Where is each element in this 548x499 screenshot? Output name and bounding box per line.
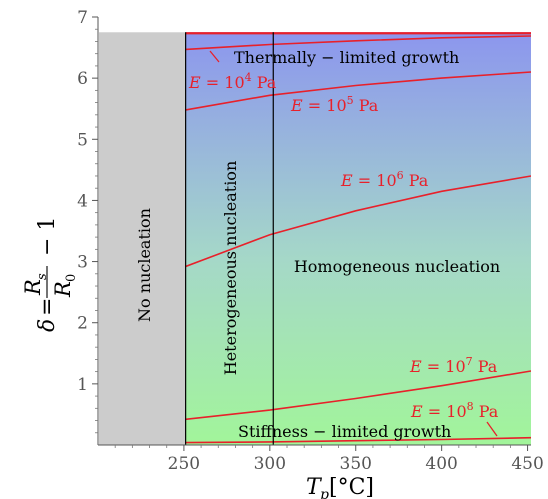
y-tick-label-6: 6 <box>77 69 88 89</box>
region-label-heterogeneous: Heterogeneous nucleation <box>221 161 240 376</box>
e-curve-7 <box>185 370 531 421</box>
y-tick-label-7: 7 <box>77 8 88 28</box>
e-curve-4 <box>185 35 531 51</box>
e-curve-label-4: E = 104 Pa <box>188 71 277 92</box>
region-label-stiffness: Stiffness − limited growth <box>238 422 451 441</box>
y-tick-label-1: 1 <box>77 375 88 395</box>
thermal-label-leader <box>209 50 220 63</box>
y-tick-label-2: 2 <box>77 314 88 334</box>
svg-text:s: s <box>35 273 50 280</box>
x-tick-label-300: 300 <box>254 454 286 474</box>
y-tick-label-5: 5 <box>77 130 88 150</box>
svg-text:0: 0 <box>64 274 79 282</box>
svg-text:− 1: − 1 <box>35 217 60 256</box>
x-axis-title: T p [°C] <box>306 475 374 499</box>
svg-text:R: R <box>21 279 45 296</box>
region-label-no-nucleation: No nucleation <box>135 208 154 322</box>
e-curve-5 <box>185 71 531 111</box>
nucleation-region <box>185 32 531 446</box>
no-nucleation-region <box>99 32 186 446</box>
e-curve-8 <box>185 436 531 444</box>
y-axis-title: δ = R s R 0 − 1 <box>21 217 79 332</box>
y-tick-label-4: 4 <box>77 191 88 211</box>
svg-text:R: R <box>51 281 75 298</box>
e-curve-6 <box>185 175 531 268</box>
svg-text:T: T <box>306 475 323 499</box>
region-label-homogeneous: Homogeneous nucleation <box>294 257 500 276</box>
x-tick-label-450: 450 <box>511 454 543 474</box>
e-curve-label-8: E = 108 Pa <box>410 400 499 421</box>
x-tick-label-350: 350 <box>340 454 372 474</box>
region-label-thermal: Thermally − limited growth <box>234 48 459 67</box>
svg-text:p: p <box>320 487 329 499</box>
x-tick-label-400: 400 <box>425 454 457 474</box>
svg-text:[°C]: [°C] <box>329 475 374 499</box>
y-tick-label-3: 3 <box>77 253 88 273</box>
e-curve-label-6: E = 106 Pa <box>340 169 429 190</box>
stiffness-label-leader <box>486 421 498 437</box>
e-curve-label-7: E = 107 Pa <box>409 355 498 376</box>
e-curve-label-5: E = 105 Pa <box>290 94 379 115</box>
svg-text:δ: δ <box>35 319 60 332</box>
svg-text:=: = <box>35 298 60 316</box>
x-tick-label-250: 250 <box>168 454 200 474</box>
